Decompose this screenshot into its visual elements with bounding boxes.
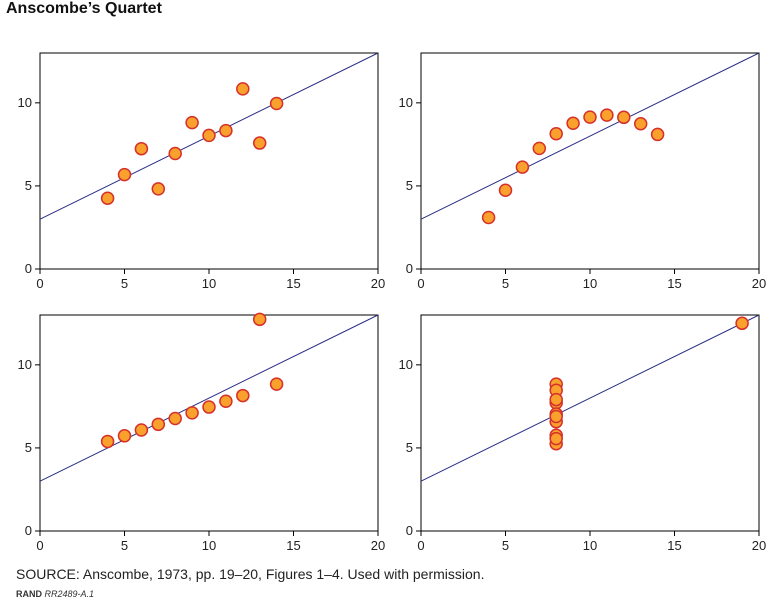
data-point <box>252 136 267 150</box>
data-point <box>117 167 132 182</box>
plot-frame <box>420 314 760 532</box>
x-tick-label: 20 <box>371 538 385 553</box>
data-point <box>202 400 216 414</box>
org-label: RAND <box>16 589 42 599</box>
y-tick-label: 10 <box>399 95 413 110</box>
y-tick-label: 0 <box>406 523 413 538</box>
source-note: SOURCE: Anscombe, 1973, pp. 19–20, Figur… <box>16 566 485 582</box>
data-point <box>117 429 132 443</box>
data-point <box>515 160 530 174</box>
x-tick-label: 20 <box>752 538 766 553</box>
data-point <box>151 417 166 432</box>
data-point <box>168 411 182 426</box>
x-tick-label: 0 <box>417 538 424 553</box>
x-tick-label: 10 <box>583 276 597 291</box>
x-tick-label: 20 <box>371 276 385 291</box>
scatter-panel-3: 0 5 10 15 20 0 5 10 <box>18 312 385 553</box>
data-point <box>549 431 563 446</box>
data-point <box>202 128 216 143</box>
data-point <box>185 406 199 420</box>
data-point <box>269 96 284 111</box>
x-tick-label: 20 <box>752 276 766 291</box>
report-id: RR2489-A.1 <box>44 589 95 599</box>
data-point <box>600 108 614 122</box>
y-tick-label: 5 <box>406 440 413 455</box>
x-tick-label: 5 <box>121 538 128 553</box>
scatter-panel-4: 0 5 10 15 20 0 5 10 <box>399 314 766 553</box>
x-tick-label: 15 <box>286 538 300 553</box>
data-point <box>498 183 513 197</box>
data-point <box>481 210 496 225</box>
fit-line <box>420 52 760 220</box>
data-point <box>549 392 563 407</box>
x-tick-label: 0 <box>36 538 43 553</box>
y-tick-label: 10 <box>399 357 413 372</box>
chart-title: Anscombe’s Quartet <box>6 0 162 17</box>
data-point <box>549 127 563 141</box>
x-tick-label: 0 <box>36 276 43 291</box>
data-point <box>100 191 115 205</box>
y-tick-label: 5 <box>25 178 32 193</box>
fit-line <box>39 314 379 482</box>
data-point <box>617 110 631 125</box>
fit-line <box>420 314 760 482</box>
data-point <box>151 182 166 196</box>
data-point <box>219 394 233 408</box>
x-tick-label: 10 <box>202 276 216 291</box>
y-tick-label: 5 <box>406 178 413 193</box>
data-point <box>583 110 597 124</box>
data-point <box>735 316 749 331</box>
data-point <box>633 117 648 131</box>
y-tick-label: 10 <box>18 95 32 110</box>
data-point <box>236 388 250 403</box>
x-tick-label: 15 <box>667 276 681 291</box>
y-tick-label: 0 <box>25 261 32 276</box>
data-point <box>252 312 267 327</box>
x-tick-label: 10 <box>583 538 597 553</box>
plot-frame <box>39 314 379 532</box>
data-point <box>134 141 149 156</box>
data-point <box>650 127 665 142</box>
data-point <box>219 123 233 138</box>
x-tick-label: 0 <box>417 276 424 291</box>
report-code: RAND RR2489-A.1 <box>16 589 94 599</box>
y-tick-label: 10 <box>18 357 32 372</box>
x-tick-label: 5 <box>502 276 509 291</box>
plot-frame <box>39 52 379 270</box>
y-tick-label: 0 <box>406 261 413 276</box>
data-point <box>269 377 284 391</box>
data-point <box>236 82 250 96</box>
data-point <box>168 146 182 161</box>
data-point <box>566 116 580 131</box>
scatter-panel-1: 0 5 10 15 20 0 5 10 <box>18 52 385 291</box>
y-tick-label: 0 <box>25 523 32 538</box>
data-point <box>532 141 547 156</box>
x-tick-label: 5 <box>121 276 128 291</box>
data-point <box>549 409 563 424</box>
data-point <box>185 115 199 130</box>
x-tick-label: 15 <box>286 276 300 291</box>
data-point <box>134 423 149 437</box>
x-tick-label: 10 <box>202 538 216 553</box>
scatter-panel-2: 0 5 10 15 20 0 5 10 <box>399 52 766 291</box>
x-tick-label: 5 <box>502 538 509 553</box>
plot-frame <box>420 52 760 270</box>
x-tick-label: 15 <box>667 538 681 553</box>
y-tick-label: 5 <box>25 440 32 455</box>
data-point <box>100 434 115 449</box>
